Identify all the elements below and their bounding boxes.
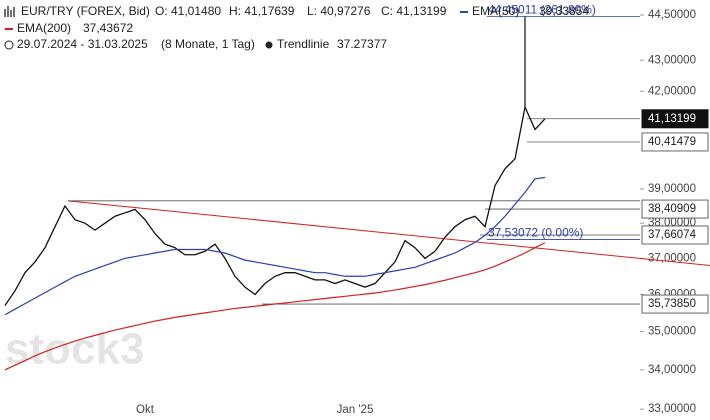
ema-line	[4, 242, 546, 371]
price-label: 40,41479	[648, 136, 696, 148]
y-tick-label: 34,00000	[648, 364, 696, 376]
price-label: 35,73850	[648, 298, 696, 310]
x-tick-label: Okt	[136, 404, 155, 416]
trendline-value: 37.27377	[337, 37, 387, 51]
y-tick-label: 43,00000	[648, 54, 696, 66]
legend-ema50: EMA(50)	[472, 4, 519, 18]
instrument: EUR/TRY (FOREX, Bid)	[21, 4, 150, 18]
header-bg	[0, 0, 430, 54]
y-tick-label: 37,00000	[648, 252, 696, 264]
price-label: 38,40909	[648, 203, 696, 215]
legend-ema200: EMA(200)	[17, 21, 71, 35]
period: 29.07.2024 - 31.03.2025	[17, 37, 148, 51]
clock-icon	[4, 40, 14, 50]
y-tick-label: 35,00000	[648, 326, 696, 338]
legend-ema200-value: 37,43672	[83, 21, 133, 35]
trend-icon	[265, 41, 273, 49]
y-tick-label: 44,50000	[648, 9, 696, 21]
fib-label: 44,45011 (261.80%)	[488, 3, 596, 17]
close: C: 41,13199	[381, 4, 447, 18]
y-tick-label: 33,00000	[648, 403, 696, 415]
price-box	[641, 132, 709, 152]
price-box	[641, 199, 709, 219]
y-tick-label: 42,00000	[648, 85, 696, 97]
trendline	[67, 200, 710, 266]
price-box	[641, 109, 709, 129]
watermark: stock3	[5, 325, 144, 374]
legend-ema50-value: 39,33854	[539, 4, 589, 18]
x-tick-label: Jan '25	[337, 404, 374, 416]
range: (8 Monate, 1 Tag)	[161, 37, 255, 51]
bars-icon	[4, 6, 15, 17]
price-box	[641, 294, 709, 314]
price-label: 41,13199	[648, 113, 696, 125]
high: H: 41,17639	[229, 4, 295, 18]
y-tick-label: 39,00000	[648, 183, 696, 195]
ema-line	[4, 176, 546, 316]
price-line	[4, 104, 546, 306]
price-label: 37,66074	[648, 229, 697, 241]
trendline-label: Trendlinie	[277, 37, 330, 51]
price-box	[641, 225, 709, 245]
open: O: 41,01480	[155, 4, 221, 18]
low: L: 40,97276	[307, 4, 371, 18]
fib-label: 37,53072 (0.00%)	[488, 226, 583, 240]
